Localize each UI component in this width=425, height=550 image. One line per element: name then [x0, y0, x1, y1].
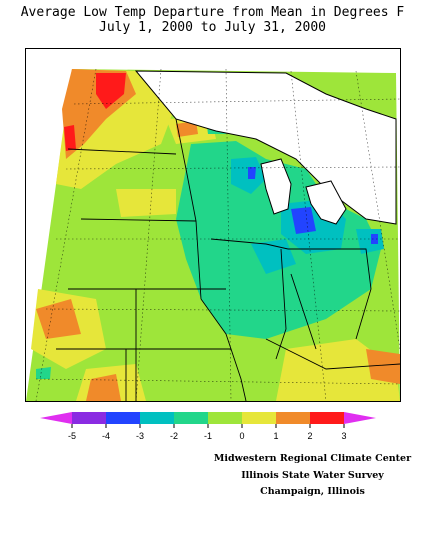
legend-bin	[344, 412, 376, 424]
state-boundaries	[56, 118, 400, 401]
legend-bin	[208, 412, 242, 424]
warm-zones-2-to-3	[64, 73, 126, 151]
legend-bins	[40, 412, 376, 424]
legend-tick-label: -4	[102, 431, 110, 441]
anomaly-map	[25, 48, 401, 402]
legend-bin	[72, 412, 106, 424]
legend-tick-label: -5	[68, 431, 76, 441]
legend-tick-label: 3	[341, 431, 346, 441]
credit-survey: Illinois State Water Survey	[241, 470, 384, 481]
legend-bin	[242, 412, 276, 424]
legend-tick-label: -3	[136, 431, 144, 441]
legend-bin	[40, 412, 72, 424]
legend-bin	[106, 412, 140, 424]
legend-bin	[276, 412, 310, 424]
anomaly-map-svg	[26, 68, 400, 401]
credit-center: Midwestern Regional Climate Center	[213, 453, 412, 464]
color-legend: -5 -4 -3 -2 -1 0 1 2 3	[40, 412, 376, 441]
cool-zones-minus4-to-minus3	[248, 167, 378, 244]
legend-ticks: -5 -4 -3 -2 -1 0 1 2 3	[68, 424, 347, 441]
legend-tick-label: 1	[273, 431, 278, 441]
legend-tick-label: 0	[239, 431, 244, 441]
map-title-line2: July 1, 2000 to July 31, 2000	[99, 20, 326, 35]
legend-tick-label: -1	[204, 431, 212, 441]
credit-location: Champaign, Illinois	[260, 486, 365, 497]
legend-tick-label: 2	[307, 431, 312, 441]
legend-bin	[174, 412, 208, 424]
legend-bin	[140, 412, 174, 424]
legend-tick-label: -2	[170, 431, 178, 441]
map-title-line1: Average Low Temp Departure from Mean in …	[20, 5, 405, 20]
lakes-and-canada	[134, 70, 397, 225]
legend-bin	[310, 412, 344, 424]
